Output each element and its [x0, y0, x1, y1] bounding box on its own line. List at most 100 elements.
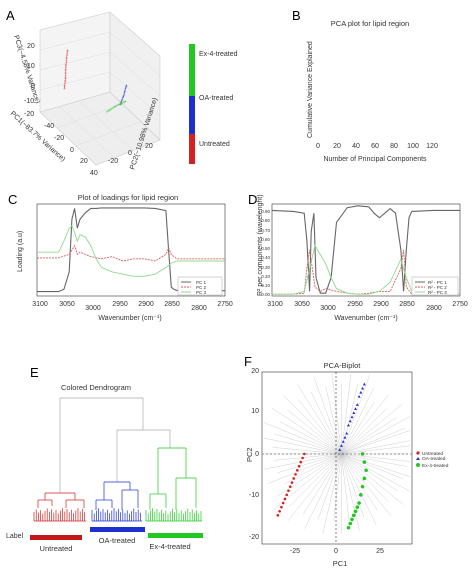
panel-d-xlabel: Wavenumber (cm⁻¹)	[334, 315, 397, 322]
panel-a-point: +	[109, 107, 112, 112]
panel-f-points	[276, 382, 368, 530]
panel-a-xtick: 0	[70, 147, 74, 154]
panel-a-point: +	[125, 83, 128, 88]
panel-f-loading-vector	[341, 453, 378, 511]
panel-f-loading-vector	[272, 453, 342, 511]
panel-f-point-untreated	[287, 489, 290, 493]
panel-b-xtick: 60	[371, 143, 379, 150]
panel-f-ytick: -20	[249, 534, 259, 541]
panel-a-yticks: -20 0 20	[108, 143, 153, 165]
panel-f-loading-vector	[273, 453, 342, 461]
panel-a-ytick: 0	[128, 150, 132, 157]
panel-f-point-ex4	[350, 517, 354, 522]
panel-d-letter: D	[248, 192, 257, 207]
panel-a-letter: A	[6, 8, 15, 23]
panel-f-loading-vector	[341, 430, 411, 455]
panel-a-point: +	[124, 99, 127, 104]
panel-f-loading-vector	[287, 453, 342, 522]
panel-f-xtick: 25	[376, 548, 384, 555]
panel-a-point: +	[123, 89, 126, 94]
panel-c-series-1-line	[37, 207, 225, 293]
panel-d-xtick: 3100	[267, 301, 283, 308]
panel-d-ytick: 0.40	[261, 255, 270, 260]
panel-b-xtick: 100	[407, 143, 419, 150]
panel-f-loading-vector	[341, 453, 411, 492]
panel-d-ytick: 0.90	[261, 209, 270, 214]
panel-f-xtick: -25	[290, 548, 300, 555]
panel-f-loading-vector	[341, 445, 411, 455]
panel-a-point: +	[64, 78, 67, 83]
panel-c-xtick: 3050	[59, 301, 75, 308]
panel-d-series-1-line	[271, 205, 460, 294]
panel-b-title: PCA plot for lipid region	[331, 19, 409, 28]
panel-a-point: +	[122, 94, 125, 99]
panel-d-xtick: 2750	[452, 301, 468, 308]
panel-a-point: +	[64, 80, 67, 85]
panel-f-loading-vector	[341, 401, 375, 454]
panel-d: D R² per components (wavelenght) 0.00 0.…	[248, 192, 468, 322]
panel-a-point: +	[122, 93, 125, 98]
panel-d-ytick: 0.00	[261, 292, 270, 297]
panel-e-label-caption: Label	[6, 533, 24, 540]
panel-f-loading-vector	[341, 453, 411, 462]
panel-e-dendrogram	[33, 397, 202, 522]
panel-f-loading-vector	[287, 409, 342, 455]
panel-c-title: Plot of loadings for lipid region	[78, 193, 178, 202]
panel-f-loading-vector	[341, 417, 397, 455]
panel-f-loading-vector	[341, 453, 404, 480]
panel-f-ylabel: PC2	[245, 447, 254, 462]
panel-f-loading-vector	[331, 373, 342, 454]
panel-a-point: +	[121, 101, 124, 106]
panel-a-points: ++++++++++++++++++++++++++++++++++++++++…	[63, 48, 128, 115]
panel-a-ztick: -20	[24, 111, 34, 118]
panel-f-loading-vector	[341, 453, 398, 492]
panel-f-loading-vector	[279, 421, 342, 455]
panel-f-loading-vector	[277, 453, 342, 473]
panel-f-loading-vector	[274, 433, 342, 455]
panel-f-ytick: 0	[255, 451, 259, 458]
panel-a-point: +	[117, 102, 120, 107]
panel-a-point: +	[106, 110, 109, 115]
panel-a-point: +	[64, 68, 67, 73]
panel-e-bar-oa	[90, 527, 145, 532]
panel-c-letter: C	[8, 192, 17, 207]
panel-f-point-oa	[348, 419, 352, 423]
panel-a-ztick: -10	[24, 98, 34, 105]
panel-a-point: +	[66, 53, 69, 58]
panel-f-legend-oa-marker	[416, 457, 420, 460]
panel-e-group-ex4: Ex-4-treated	[149, 542, 190, 551]
panel-d-xtick: 2900	[373, 301, 389, 308]
panel-f-point-oa	[345, 431, 349, 435]
panel-c-ylabel: Loading (a.u)	[17, 231, 24, 272]
panel-f-loading-vector	[333, 453, 342, 522]
panel-a-point: +	[66, 50, 69, 55]
panel-c-xtick: 2750	[217, 301, 233, 308]
panel-a-ztick: 10	[27, 63, 35, 70]
panel-a-point: +	[124, 87, 127, 92]
panel-f-point-untreated	[276, 514, 280, 517]
panel-a-zticks: 20 10 0 -10 -20	[24, 43, 35, 118]
panel-b-xtick: 80	[390, 143, 398, 150]
panel-d-xticks: 3100 3050 3000 2950 2900 2850 2800 2750	[267, 301, 468, 312]
panel-f-loading-vector	[341, 453, 350, 521]
panel-f-legend-oa: OA-treated	[422, 456, 446, 462]
panel-b-xtick: 120	[426, 143, 438, 150]
panel-a-point: +	[65, 60, 68, 65]
panel-f-loading-vector	[271, 407, 342, 455]
panel-f-loading-vector	[317, 453, 342, 520]
panel-c-xticks: 3100 3050 3000 2950 2900 2850 2800 2750	[32, 301, 233, 312]
panel-f-yticks: 20 10 0 -10 -20	[249, 368, 259, 541]
panel-e-group-oa: OA-treated	[99, 536, 136, 545]
panel-a-xtick: -20	[54, 135, 64, 142]
panel-a-point: +	[107, 109, 110, 114]
panel-f-point-untreated	[303, 452, 306, 456]
panel-d-ylabel: R² per components (wavelenght)	[257, 194, 264, 296]
panel-a-point: +	[113, 105, 116, 110]
panel-a-point: +	[119, 101, 122, 106]
panel-f-point-oa	[354, 407, 358, 410]
panel-f-loading-vector	[302, 453, 342, 515]
panel-a-point: +	[118, 102, 121, 107]
panel-a-point: +	[120, 101, 123, 106]
panel-c-xtick: 2850	[164, 301, 180, 308]
